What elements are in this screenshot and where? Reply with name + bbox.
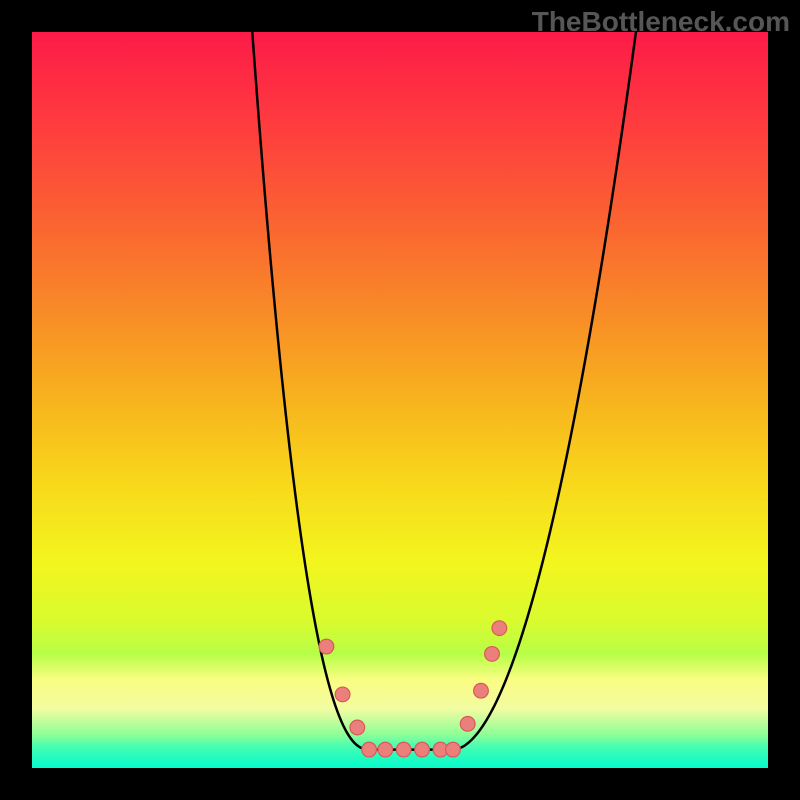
chart-frame: TheBottleneck.com [0,0,800,800]
marker-point [335,687,350,702]
marker-point [492,621,507,636]
marker-point [460,716,475,731]
marker-point [474,683,489,698]
watermark-text: TheBottleneck.com [532,6,790,38]
marker-point [415,742,430,757]
marker-point [485,647,500,662]
gradient-background [32,32,768,768]
plot-area [32,32,768,768]
marker-point [378,742,393,757]
marker-point [396,742,411,757]
marker-point [319,639,334,654]
marker-point [362,742,377,757]
marker-point [350,720,365,735]
marker-point [446,742,461,757]
